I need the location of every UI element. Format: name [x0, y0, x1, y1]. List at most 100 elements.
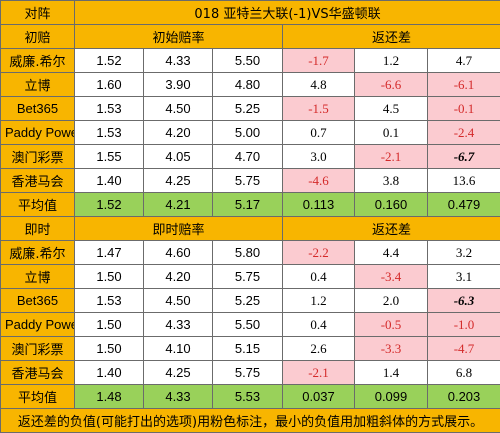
odds-value: 5.00 [213, 121, 283, 145]
bookmaker-row: Paddy Power1.534.205.000.70.1-2.4 [1, 121, 500, 145]
return-diff-value: 0.7 [283, 121, 355, 145]
odds-value: 4.05 [144, 145, 213, 169]
odds-value: 5.15 [213, 337, 283, 361]
section-header-row: 初赔初始赔率返还差 [1, 25, 500, 49]
return-diff-value: -1.7 [283, 49, 355, 73]
odds-value: 4.70 [213, 145, 283, 169]
odds-value: 4.50 [144, 97, 213, 121]
average-label: 平均值 [1, 193, 75, 217]
average-odds-value: 5.53 [213, 385, 283, 409]
return-diff-value: 1.2 [283, 289, 355, 313]
bookmaker-row: Paddy Power1.504.335.500.4-0.5-1.0 [1, 313, 500, 337]
return-diff-value: 0.4 [283, 265, 355, 289]
odds-value: 1.53 [75, 121, 144, 145]
return-diff-value: 1.2 [355, 49, 428, 73]
return-diff-value: -6.7 [428, 145, 500, 169]
odds-value: 3.90 [144, 73, 213, 97]
bookmaker-name: Bet365 [1, 97, 75, 121]
return-diff-value: 3.0 [283, 145, 355, 169]
return-diff-value: -0.5 [355, 313, 428, 337]
bookmaker-name: 威廉.希尔 [1, 49, 75, 73]
odds-value: 1.55 [75, 145, 144, 169]
return-diff-value: -6.1 [428, 73, 500, 97]
odds-header: 即时赔率 [75, 217, 283, 241]
return-diff-value: -1.5 [283, 97, 355, 121]
return-diff-value: 4.8 [283, 73, 355, 97]
return-diff-value: -2.4 [428, 121, 500, 145]
return-diff-value: -3.3 [355, 337, 428, 361]
bookmaker-name: Paddy Power [1, 313, 75, 337]
odds-value: 4.80 [213, 73, 283, 97]
odds-value: 1.50 [75, 337, 144, 361]
average-odds-value: 4.33 [144, 385, 213, 409]
title-row: 对阵 018 亚特兰大联(-1)VS华盛顿联 [1, 1, 500, 25]
odds-header: 初始赔率 [75, 25, 283, 49]
average-odds-value: 5.17 [213, 193, 283, 217]
bookmaker-name: 澳门彩票 [1, 337, 75, 361]
return-diff-value: -2.2 [283, 241, 355, 265]
return-diff-value: -4.7 [428, 337, 500, 361]
odds-value: 4.33 [144, 313, 213, 337]
return-diff-value: 2.0 [355, 289, 428, 313]
odds-value: 4.10 [144, 337, 213, 361]
section-label: 即时 [1, 217, 75, 241]
section-header-row: 即时即时赔率返还差 [1, 217, 500, 241]
odds-value: 1.47 [75, 241, 144, 265]
return-diff-value: -1.0 [428, 313, 500, 337]
bookmaker-name: 香港马会 [1, 169, 75, 193]
bookmaker-name: 立博 [1, 265, 75, 289]
odds-value: 5.25 [213, 289, 283, 313]
odds-value: 5.25 [213, 97, 283, 121]
return-diff-value: 0.1 [355, 121, 428, 145]
section-label: 初赔 [1, 25, 75, 49]
return-diff-value: 6.8 [428, 361, 500, 385]
return-diff-value: 2.6 [283, 337, 355, 361]
average-return-diff-value: 0.037 [283, 385, 355, 409]
average-return-diff-value: 0.203 [428, 385, 500, 409]
average-return-diff-value: 0.099 [355, 385, 428, 409]
return-diff-value: 3.8 [355, 169, 428, 193]
return-diff-value: -6.6 [355, 73, 428, 97]
match-title: 018 亚特兰大联(-1)VS华盛顿联 [75, 1, 500, 25]
odds-value: 5.50 [213, 313, 283, 337]
average-odds-value: 4.21 [144, 193, 213, 217]
odds-value: 1.52 [75, 49, 144, 73]
return-diff-value: 13.6 [428, 169, 500, 193]
odds-value: 4.20 [144, 265, 213, 289]
odds-value: 4.20 [144, 121, 213, 145]
odds-value: 4.25 [144, 361, 213, 385]
average-return-diff-value: 0.113 [283, 193, 355, 217]
odds-value: 4.50 [144, 289, 213, 313]
return-diff-value: -3.4 [355, 265, 428, 289]
odds-value: 5.50 [213, 49, 283, 73]
return-diff-value: 3.2 [428, 241, 500, 265]
average-odds-value: 1.52 [75, 193, 144, 217]
bookmaker-name: 立博 [1, 73, 75, 97]
average-return-diff-value: 0.160 [355, 193, 428, 217]
odds-value: 1.60 [75, 73, 144, 97]
odds-value: 1.50 [75, 313, 144, 337]
odds-value: 5.80 [213, 241, 283, 265]
bookmaker-name: Bet365 [1, 289, 75, 313]
header-left: 对阵 [1, 1, 75, 25]
footnote: 返还差的负值(可能打出的选项)用粉色标注，最小的负值用加粗斜体的方式展示。 [1, 409, 500, 433]
return-diff-header: 返还差 [283, 25, 500, 49]
return-diff-value: -6.3 [428, 289, 500, 313]
return-diff-value: 4.7 [428, 49, 500, 73]
bookmaker-name: 澳门彩票 [1, 145, 75, 169]
return-diff-value: 1.4 [355, 361, 428, 385]
return-diff-value: -4.6 [283, 169, 355, 193]
return-diff-value: -2.1 [283, 361, 355, 385]
